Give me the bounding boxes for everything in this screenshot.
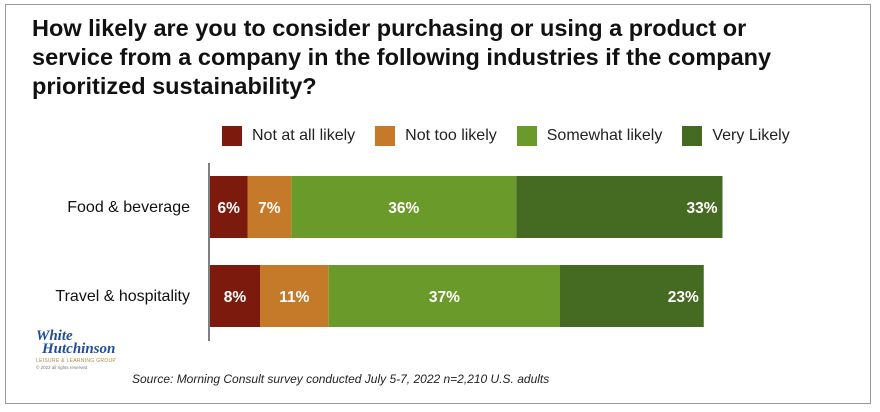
data-label-food-beverage-not-too-likely: 7% — [258, 200, 281, 217]
legend-item-not-at-all-likely: Not at all likely — [222, 126, 355, 146]
category-label-food-beverage: Food & beverage — [67, 199, 190, 216]
legend-item-not-too-likely: Not too likely — [375, 126, 497, 146]
white-hutchinson-logo: White Hutchinson LEISURE & LEARNING GROU… — [36, 328, 124, 371]
legend-label-not-at-all-likely: Not at all likely — [252, 127, 356, 144]
logo-tagline: LEISURE & LEARNING GROUP — [36, 358, 116, 364]
bar-travel-hospitality-somewhat-likely — [328, 265, 560, 327]
legend-label-somewhat-likely: Somewhat likely — [546, 127, 663, 144]
bar-food-beverage-very-likely — [516, 176, 723, 238]
legend-label-not-too-likely: Not too likely — [405, 127, 497, 144]
bar-travel-hospitality-not-at-all-likely — [210, 265, 260, 327]
legend-label-very-likely: Very Likely — [712, 127, 790, 144]
source-note: Source: Morning Consult survey conducted… — [132, 372, 550, 386]
chart-title: How likely are you to consider purchasin… — [32, 15, 772, 99]
bar-food-beverage-not-too-likely — [247, 176, 292, 238]
logo-line2: Hutchinson — [42, 341, 116, 357]
chart-legend: Not at all likely Not too likely Somewha… — [222, 126, 810, 146]
data-label-travel-hospitality-very-likely: 23% — [668, 289, 699, 306]
legend-swatch-not-at-all-likely — [222, 126, 242, 146]
bar-food-beverage-somewhat-likely — [291, 176, 517, 238]
data-label-food-beverage-somewhat-likely: 36% — [388, 200, 419, 217]
bar-food-beverage-not-at-all-likely — [210, 176, 248, 238]
legend-item-somewhat-likely: Somewhat likely — [516, 126, 663, 146]
category-label-travel-hospitality: Travel & hospitality — [55, 288, 190, 305]
logo-copyright: © 2022 all rights reserved — [36, 365, 88, 370]
legend-item-very-likely: Very Likely — [682, 126, 790, 146]
bar-travel-hospitality-not-too-likely — [260, 265, 329, 327]
data-label-food-beverage-very-likely: 33% — [686, 200, 717, 217]
data-label-travel-hospitality-somewhat-likely: 37% — [429, 289, 460, 306]
legend-swatch-very-likely — [682, 126, 703, 146]
data-label-travel-hospitality-not-too-likely: 11% — [279, 289, 309, 306]
data-label-travel-hospitality-not-at-all-likely: 8% — [224, 289, 247, 306]
legend-swatch-not-too-likely — [375, 126, 396, 146]
data-label-food-beverage-not-at-all-likely: 6% — [218, 200, 241, 217]
logo-line1: White — [36, 328, 73, 344]
legend-swatch-somewhat-likely — [516, 126, 537, 146]
bar-travel-hospitality-very-likely — [560, 265, 704, 327]
